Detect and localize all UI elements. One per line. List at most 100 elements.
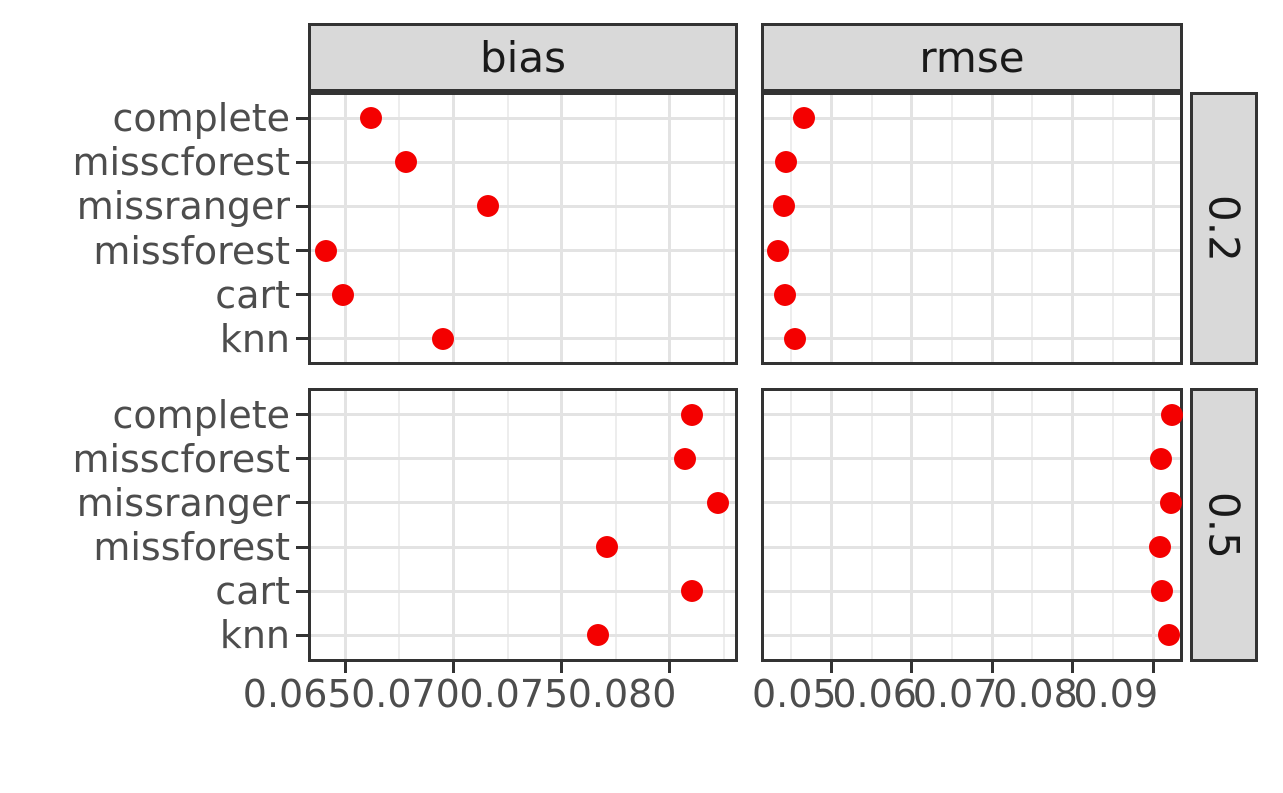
data-point bbox=[706, 491, 729, 514]
major-gridline bbox=[1151, 391, 1155, 659]
minor-gridline bbox=[1031, 391, 1034, 659]
major-gridline bbox=[764, 337, 1180, 341]
major-gridline bbox=[560, 95, 564, 362]
major-gridline bbox=[343, 391, 347, 659]
major-gridline bbox=[668, 95, 672, 362]
major-gridline bbox=[764, 457, 1180, 461]
x-tick-mark bbox=[451, 662, 455, 673]
facet-panel bbox=[761, 92, 1183, 365]
x-tick-label: 0.070 bbox=[351, 672, 460, 716]
major-gridline bbox=[764, 501, 1180, 505]
y-axis-label: complete bbox=[112, 392, 291, 437]
minor-gridline bbox=[951, 95, 954, 362]
facet-strip-row-0.2: 0.2 bbox=[1190, 92, 1258, 365]
major-gridline bbox=[764, 204, 1180, 208]
x-tick-mark bbox=[990, 662, 994, 673]
y-axis-label: missranger bbox=[76, 480, 290, 525]
y-axis-label: misscforest bbox=[72, 436, 290, 481]
x-tick-label: 0.09 bbox=[1073, 672, 1159, 716]
data-point bbox=[767, 239, 790, 262]
data-point bbox=[680, 403, 703, 426]
facet-strip-label: bias bbox=[480, 33, 566, 82]
y-tick-mark bbox=[296, 501, 308, 505]
minor-gridline bbox=[614, 95, 617, 362]
y-axis-label: cart bbox=[215, 272, 290, 317]
minor-gridline bbox=[870, 391, 873, 659]
minor-gridline bbox=[614, 391, 617, 659]
y-axis-label: missranger bbox=[76, 184, 290, 229]
minor-gridline bbox=[398, 95, 401, 362]
facet-panel bbox=[308, 92, 738, 365]
y-tick-mark bbox=[296, 413, 308, 417]
major-gridline bbox=[764, 589, 1180, 593]
y-axis-label: complete bbox=[112, 96, 291, 141]
y-tick-mark bbox=[296, 160, 308, 164]
facet-strip-row-0.5: 0.5 bbox=[1190, 388, 1258, 662]
minor-gridline bbox=[398, 391, 401, 659]
minor-gridline bbox=[1111, 95, 1114, 362]
major-gridline bbox=[311, 249, 735, 253]
y-axis-label: cart bbox=[215, 569, 290, 614]
major-gridline bbox=[343, 95, 347, 362]
x-tick-mark bbox=[830, 662, 833, 673]
major-gridline bbox=[764, 413, 1180, 417]
y-axis-label: knn bbox=[219, 316, 290, 361]
data-point bbox=[1161, 403, 1184, 426]
x-tick-mark bbox=[343, 662, 347, 673]
data-point bbox=[477, 195, 499, 218]
y-tick-mark bbox=[296, 633, 308, 637]
major-gridline bbox=[311, 545, 735, 549]
major-gridline bbox=[910, 391, 914, 659]
data-point bbox=[596, 536, 619, 559]
x-tick-label: 0.075 bbox=[459, 672, 569, 716]
x-tick-mark bbox=[560, 662, 564, 673]
x-tick-mark bbox=[1071, 662, 1075, 673]
major-gridline bbox=[311, 413, 735, 417]
major-gridline bbox=[830, 391, 833, 659]
data-point bbox=[793, 107, 816, 130]
minor-gridline bbox=[870, 95, 873, 362]
major-gridline bbox=[451, 391, 455, 659]
data-point bbox=[1149, 536, 1172, 559]
data-point bbox=[314, 239, 337, 262]
y-axis-label: misscforest bbox=[72, 140, 290, 185]
minor-gridline bbox=[1111, 391, 1114, 659]
major-gridline bbox=[311, 337, 735, 341]
data-point bbox=[774, 151, 797, 174]
y-tick-mark bbox=[296, 204, 308, 208]
major-gridline bbox=[311, 457, 735, 461]
data-point bbox=[1150, 580, 1173, 603]
data-point bbox=[773, 283, 796, 306]
data-point bbox=[587, 624, 610, 647]
major-gridline bbox=[830, 95, 833, 362]
y-tick-mark bbox=[296, 589, 308, 593]
x-tick-label: 0.06 bbox=[832, 672, 917, 716]
data-point bbox=[773, 195, 796, 218]
major-gridline bbox=[764, 160, 1180, 164]
major-gridline bbox=[1071, 391, 1075, 659]
y-tick-mark bbox=[296, 337, 308, 341]
y-axis-label: missforest bbox=[93, 525, 290, 570]
x-tick-label: 0.05 bbox=[751, 672, 837, 716]
y-tick-mark bbox=[296, 457, 308, 461]
major-gridline bbox=[668, 391, 672, 659]
data-point bbox=[431, 327, 454, 350]
major-gridline bbox=[311, 589, 735, 593]
y-tick-mark bbox=[296, 293, 308, 297]
minor-gridline bbox=[790, 95, 793, 362]
minor-gridline bbox=[951, 391, 954, 659]
facet-strip-label: 0.2 bbox=[1199, 195, 1249, 262]
data-point bbox=[331, 283, 354, 306]
major-gridline bbox=[764, 293, 1180, 297]
minor-gridline bbox=[1031, 95, 1034, 362]
facet-panel bbox=[761, 388, 1183, 662]
x-tick-mark bbox=[1151, 662, 1155, 673]
x-tick-mark bbox=[910, 662, 914, 673]
major-gridline bbox=[311, 204, 735, 208]
x-tick-label: 0.07 bbox=[912, 672, 998, 716]
data-point bbox=[783, 327, 806, 350]
x-tick-label: 0.080 bbox=[567, 672, 677, 716]
y-axis-label: knn bbox=[219, 613, 290, 658]
major-gridline bbox=[451, 95, 455, 362]
data-point bbox=[394, 151, 417, 174]
